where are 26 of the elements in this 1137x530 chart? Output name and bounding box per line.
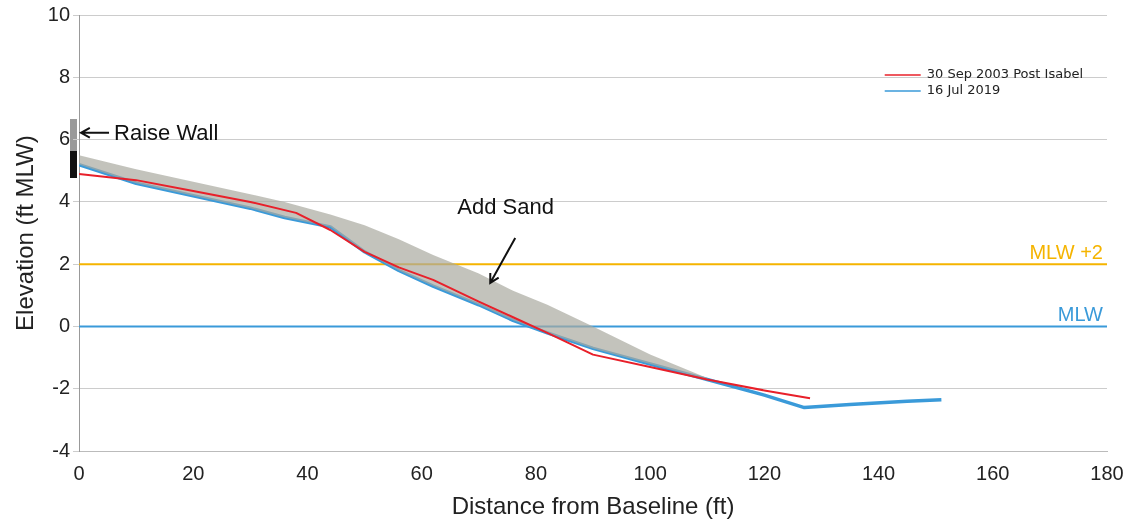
x-axis-title: Distance from Baseline (ft) bbox=[451, 492, 735, 520]
x-tick-label: 120 bbox=[747, 461, 782, 484]
annotation: Raise Wall bbox=[114, 119, 219, 146]
y-tick-label: 8 bbox=[58, 64, 71, 87]
x-tick-label: 40 bbox=[296, 461, 319, 484]
annotation: Add Sand bbox=[457, 193, 554, 220]
y-tick-label: 0 bbox=[58, 314, 71, 337]
ref-line-label: MLW bbox=[1057, 303, 1104, 326]
y-tick-label: -2 bbox=[52, 376, 71, 399]
ref-line-label: MLW +2 bbox=[1029, 240, 1103, 263]
y-axis-title: Elevation (ft MLW) bbox=[11, 135, 39, 331]
legend-label: 30 Sep 2003 Post Isabel bbox=[926, 66, 1083, 82]
x-tick-label: 180 bbox=[1090, 461, 1124, 484]
x-tick-label: 0 bbox=[73, 461, 85, 484]
x-tick-label: 20 bbox=[182, 461, 205, 484]
y-tick-label: 4 bbox=[58, 189, 71, 212]
y-tick-label: 6 bbox=[58, 127, 71, 150]
y-tick-label: -4 bbox=[52, 438, 71, 461]
x-tick-label: 60 bbox=[410, 461, 433, 484]
x-tick-label: 160 bbox=[976, 461, 1010, 484]
x-tick-label: 80 bbox=[524, 461, 548, 484]
y-tick-label: 2 bbox=[58, 251, 71, 274]
y-tick-label: 10 bbox=[47, 2, 71, 25]
x-tick-label: 140 bbox=[861, 461, 896, 484]
legend-label: 16 Jul 2019 bbox=[926, 82, 1001, 98]
x-tick-label: 100 bbox=[633, 461, 667, 484]
